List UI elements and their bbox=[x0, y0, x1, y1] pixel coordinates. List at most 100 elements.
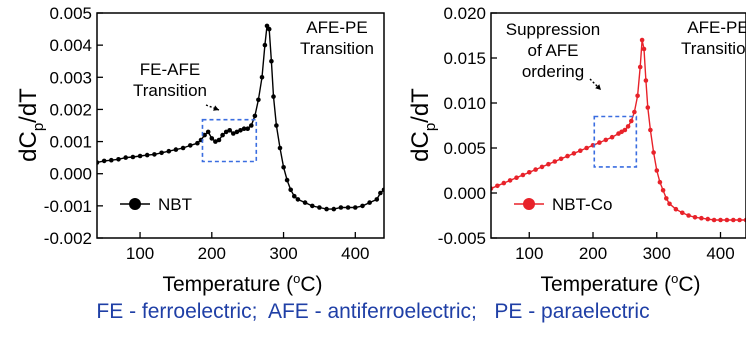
data-point bbox=[269, 58, 274, 64]
data-point bbox=[645, 105, 651, 110]
data-point bbox=[527, 170, 532, 175]
x-tick-label: 100 bbox=[126, 244, 154, 263]
data-point bbox=[686, 213, 691, 218]
data-point bbox=[507, 178, 513, 183]
x-axis-label: Temperature (oC) bbox=[540, 271, 700, 296]
y-tick-label: 0.000 bbox=[49, 165, 92, 184]
data-point bbox=[266, 26, 272, 32]
x-axis-label: Temperature (oC) bbox=[162, 271, 322, 296]
y-tick-label: -0.001 bbox=[44, 197, 92, 216]
data-point bbox=[166, 148, 172, 154]
data-point bbox=[632, 109, 637, 115]
legend-marker bbox=[129, 198, 141, 210]
x-tick-label: 400 bbox=[706, 244, 734, 263]
y-tick-label: 0.020 bbox=[443, 4, 486, 23]
data-point bbox=[660, 188, 666, 193]
chart-panel-nbtco: -0.005 0.000 0.005 0.010 0.015 0.020 100 200 300… bbox=[407, 4, 746, 296]
data-point bbox=[310, 203, 315, 209]
data-point bbox=[514, 175, 519, 180]
data-point bbox=[724, 217, 730, 223]
data-point bbox=[213, 139, 218, 144]
data-point bbox=[227, 128, 232, 133]
data-point bbox=[152, 152, 157, 157]
data-point bbox=[641, 46, 647, 52]
data-point bbox=[651, 150, 656, 155]
data-point bbox=[264, 23, 270, 29]
abbreviation-legend: FE - ferroelectric; AFE - antiferroelect… bbox=[96, 300, 650, 323]
y-tick-label: 0.005 bbox=[49, 4, 92, 23]
legend-label: NBT-Co bbox=[552, 195, 612, 214]
legend: NBT bbox=[120, 195, 192, 214]
data-point bbox=[699, 215, 704, 221]
data-point bbox=[245, 126, 250, 131]
y-tick-label: 0.004 bbox=[49, 36, 92, 55]
data-point bbox=[256, 97, 261, 103]
data-point bbox=[277, 145, 283, 151]
series-nbtco bbox=[491, 37, 746, 223]
y-tick-label: 0.003 bbox=[49, 68, 92, 87]
data-point bbox=[571, 151, 577, 156]
data-point bbox=[144, 152, 150, 158]
data-point bbox=[603, 137, 609, 143]
x-tick-label: 100 bbox=[515, 244, 543, 263]
y-axis-label: dCp/dT bbox=[407, 88, 439, 162]
data-point bbox=[209, 136, 215, 141]
data-point bbox=[345, 205, 351, 210]
data-point bbox=[680, 210, 685, 216]
data-point bbox=[180, 145, 186, 151]
x-tick-label: 400 bbox=[341, 244, 369, 263]
data-point bbox=[202, 132, 207, 138]
data-point bbox=[584, 145, 589, 151]
data-point bbox=[259, 75, 265, 80]
data-point bbox=[692, 215, 698, 220]
y-tick-label: 0.001 bbox=[49, 133, 92, 152]
data-point bbox=[378, 190, 383, 196]
data-point bbox=[625, 124, 631, 129]
data-point bbox=[284, 177, 290, 183]
data-point bbox=[159, 150, 164, 156]
x-tick-label: 200 bbox=[198, 244, 226, 263]
data-point bbox=[252, 113, 258, 119]
y-axis-label: dCp/dT bbox=[15, 88, 47, 162]
data-point bbox=[667, 201, 672, 207]
data-point bbox=[281, 165, 286, 170]
annotation: Suppression of AFE ordering bbox=[506, 20, 601, 81]
series-nbt bbox=[97, 23, 384, 212]
data-point bbox=[324, 206, 329, 212]
data-point bbox=[231, 131, 236, 136]
data-point bbox=[238, 128, 243, 133]
data-point bbox=[664, 196, 669, 201]
data-point bbox=[317, 205, 322, 210]
data-point bbox=[731, 217, 736, 223]
data-point bbox=[130, 154, 136, 160]
data-point bbox=[643, 78, 649, 83]
highlight-box bbox=[201, 118, 258, 163]
data-point bbox=[629, 118, 634, 124]
data-point bbox=[288, 187, 294, 193]
data-point bbox=[295, 197, 301, 202]
data-point bbox=[558, 156, 564, 162]
legend-label: NBT bbox=[158, 195, 192, 214]
data-point bbox=[353, 205, 358, 210]
data-point bbox=[123, 155, 128, 160]
legend: NBT-Co bbox=[514, 195, 612, 214]
data-point bbox=[205, 129, 211, 135]
highlight-box bbox=[593, 115, 638, 168]
x-tick-label: 300 bbox=[643, 244, 671, 263]
data-point bbox=[622, 127, 628, 133]
data-point bbox=[292, 193, 297, 199]
y-tick-label: -0.002 bbox=[44, 229, 92, 248]
data-point bbox=[654, 168, 660, 173]
data-point bbox=[609, 134, 615, 140]
data-point bbox=[338, 205, 344, 210]
data-point bbox=[249, 123, 254, 128]
data-point bbox=[639, 37, 645, 43]
data-point bbox=[565, 153, 570, 159]
data-point bbox=[223, 129, 229, 135]
y-tick-label: -0.005 bbox=[438, 229, 486, 248]
data-point bbox=[578, 148, 583, 153]
data-point bbox=[302, 200, 308, 205]
data-point bbox=[101, 158, 107, 164]
